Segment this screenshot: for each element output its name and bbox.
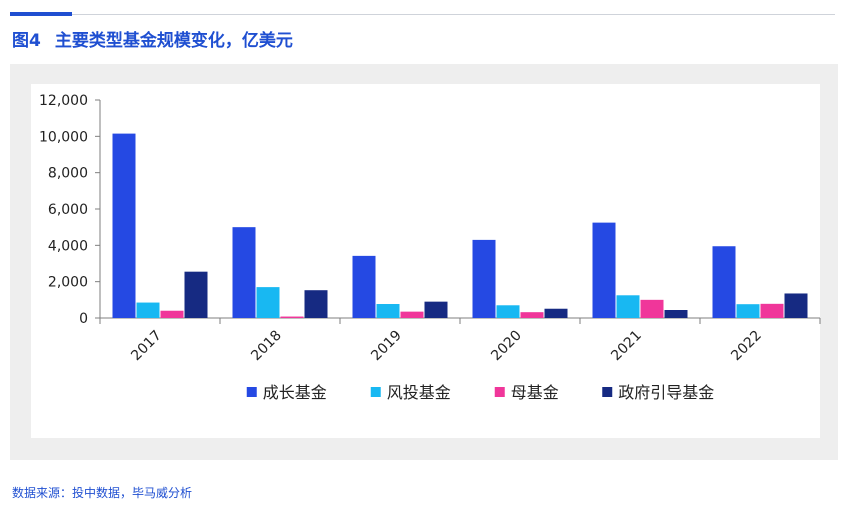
x-tick-label: 2018 (248, 328, 285, 365)
bars (112, 133, 808, 318)
legend-swatch (370, 387, 381, 397)
bar (232, 227, 256, 318)
y-tick-label: 10,000 (39, 129, 88, 145)
bar (280, 316, 304, 318)
legend-swatch (602, 387, 613, 397)
bar (160, 310, 184, 318)
legend: 成长基金 风投基金 母基金 政府引导基金 (246, 383, 714, 402)
bar (376, 304, 400, 318)
figure-number: 图4 (12, 31, 41, 51)
y-tick-label: 6,000 (48, 202, 88, 218)
bar (184, 271, 208, 318)
bar (496, 305, 520, 318)
bar (472, 239, 496, 318)
y-tick-label: 8,000 (48, 166, 88, 182)
y-tick-label: 0 (79, 311, 88, 327)
x-tick-label: 2017 (128, 328, 165, 365)
bar (736, 304, 760, 318)
y-tick-label: 12,000 (39, 93, 88, 109)
bar (592, 222, 616, 318)
chart-plot-background (31, 84, 820, 438)
x-tick-label: 2021 (608, 328, 645, 365)
x-tick-label: 2022 (728, 328, 765, 365)
bar (112, 133, 136, 318)
y-tick-label: 2,000 (48, 275, 88, 291)
bar (544, 308, 568, 318)
bar (424, 301, 448, 318)
bar (640, 299, 664, 318)
legend-label: 风投基金 (387, 383, 451, 402)
x-tick-label: 2019 (368, 328, 405, 365)
bar (616, 295, 640, 318)
bar (136, 302, 160, 318)
legend-label: 政府引导基金 (618, 383, 714, 402)
source-note: 数据来源：投中数据，毕马威分析 (12, 486, 193, 500)
bar (352, 255, 376, 318)
bar (664, 310, 688, 318)
bar (784, 293, 808, 318)
x-tick-label: 2020 (488, 328, 525, 365)
legend-label: 母基金 (511, 383, 559, 402)
header-accent (10, 12, 72, 16)
bar (304, 290, 328, 318)
bar (712, 246, 736, 318)
y-axis: 0 2,000 4,000 6,000 8,000 10,000 12,000 (39, 93, 101, 327)
figure-title-text: 主要类型基金规模变化，亿美元 (54, 31, 293, 51)
header-rule (10, 14, 835, 15)
figure-title: 图4 主要类型基金规模变化，亿美元 (12, 26, 293, 51)
bar (760, 303, 784, 318)
legend-swatch (246, 387, 257, 397)
x-axis: 2017 2018 2019 2020 2021 2022 (99, 317, 821, 365)
bar (400, 311, 424, 318)
legend-label: 成长基金 (263, 383, 327, 402)
bar (256, 287, 280, 318)
legend-swatch (494, 387, 505, 397)
bar (520, 312, 544, 318)
y-tick-label: 4,000 (48, 238, 88, 254)
